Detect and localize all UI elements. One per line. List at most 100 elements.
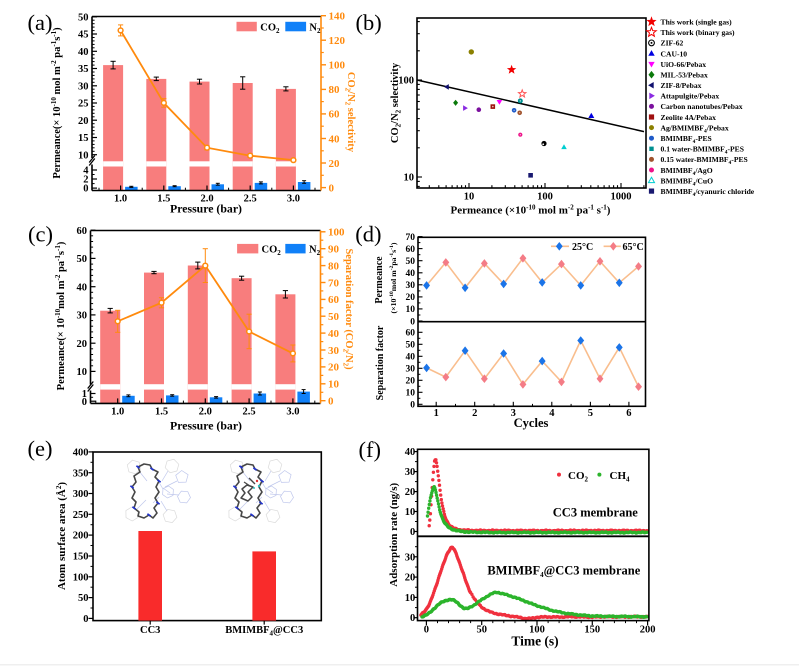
svg-text:Permeance: Permeance xyxy=(374,256,385,304)
svg-text:100: 100 xyxy=(537,192,553,203)
svg-text:150: 150 xyxy=(73,552,89,563)
svg-text:CC3 membrane: CC3 membrane xyxy=(553,506,639,520)
svg-text:100: 100 xyxy=(328,227,345,239)
svg-text:N2​: N2​ xyxy=(309,245,321,258)
svg-text:60: 60 xyxy=(406,329,416,339)
svg-text:3.0: 3.0 xyxy=(286,406,299,417)
svg-text:2: 2 xyxy=(472,408,477,419)
svg-text:0: 0 xyxy=(410,613,415,624)
svg-text:1.5: 1.5 xyxy=(155,406,168,417)
svg-text:60: 60 xyxy=(77,226,88,237)
svg-text:(b): (b) xyxy=(356,10,382,35)
svg-text:3: 3 xyxy=(511,408,516,419)
svg-text:40: 40 xyxy=(405,447,416,458)
svg-text:200: 200 xyxy=(73,531,89,542)
svg-text:0: 0 xyxy=(83,184,88,195)
svg-text:CH4​: CH4​ xyxy=(610,470,631,484)
svg-text:Separation factor: Separation factor xyxy=(375,325,386,400)
svg-text:5: 5 xyxy=(588,408,593,419)
svg-text:30: 30 xyxy=(405,467,416,478)
svg-text:Adsorption rate (ng/s): Adsorption rate (ng/s) xyxy=(388,483,400,587)
svg-text:30: 30 xyxy=(405,552,416,563)
svg-text:2.5: 2.5 xyxy=(244,194,257,205)
svg-text:50: 50 xyxy=(476,625,487,636)
svg-text:50: 50 xyxy=(328,311,340,323)
svg-text:ZIF-8/Pebax: ZIF-8/Pebax xyxy=(661,81,702,90)
svg-text:10: 10 xyxy=(405,507,416,518)
svg-text:200: 200 xyxy=(640,625,656,636)
svg-text:Carbon nanotubes/Pebax: Carbon nanotubes/Pebax xyxy=(661,102,743,111)
svg-text:25°C: 25°C xyxy=(572,242,593,253)
svg-text:0: 0 xyxy=(328,396,334,408)
svg-text:CO2​/N2​ selectivity: CO2​/N2​ selectivity xyxy=(343,72,356,153)
svg-text:Ag/BMIMBF4​/Pebax: Ag/BMIMBF4​/Pebax xyxy=(661,123,729,134)
svg-text:100: 100 xyxy=(529,625,545,636)
svg-text:80: 80 xyxy=(329,84,341,96)
svg-text:0.1 water-BMIMBF4​-PES: 0.1 water-BMIMBF4​-PES xyxy=(661,145,744,156)
svg-text:45: 45 xyxy=(78,30,89,41)
svg-text:10: 10 xyxy=(78,150,89,161)
svg-text:50: 50 xyxy=(78,593,89,604)
svg-text:BMIMBF4​@CC3 membrane: BMIMBF4​@CC3 membrane xyxy=(487,564,640,580)
svg-text:CAU-10: CAU-10 xyxy=(661,49,688,58)
svg-text:CO2​: CO2​ xyxy=(568,470,589,484)
svg-text:10: 10 xyxy=(406,389,416,399)
svg-text:300: 300 xyxy=(73,489,89,500)
svg-text:40: 40 xyxy=(328,328,340,340)
svg-text:Separation factor (CO2​/N2​): Separation factor (CO2​/N2​) xyxy=(341,248,354,370)
svg-text:25: 25 xyxy=(78,99,89,110)
svg-text:0: 0 xyxy=(82,397,87,408)
svg-text:0: 0 xyxy=(83,614,88,625)
svg-text:20: 20 xyxy=(78,116,89,127)
svg-text:60: 60 xyxy=(406,245,416,255)
svg-text:30: 30 xyxy=(78,81,89,92)
svg-text:BMIMBF4​/cyanuric chloride: BMIMBF4​/cyanuric chloride xyxy=(661,187,755,198)
svg-text:10: 10 xyxy=(464,192,475,203)
svg-text:350: 350 xyxy=(73,468,89,479)
svg-text:20: 20 xyxy=(405,487,416,498)
svg-text:10: 10 xyxy=(328,379,340,391)
svg-text:Pressure (bar): Pressure (bar) xyxy=(170,202,242,216)
svg-text:BMIMBF4​/CuO: BMIMBF4​/CuO xyxy=(661,176,714,187)
svg-text:1000: 1000 xyxy=(611,192,632,203)
svg-text:120: 120 xyxy=(329,35,346,47)
svg-text:4: 4 xyxy=(549,408,555,419)
svg-text:20: 20 xyxy=(406,293,416,303)
svg-text:90: 90 xyxy=(328,243,340,255)
svg-text:140: 140 xyxy=(329,10,346,22)
svg-text:BMIMBF4​/AgO: BMIMBF4​/AgO xyxy=(661,166,713,177)
svg-text:CO2​/N2​ selectivity: CO2​/N2​ selectivity xyxy=(390,62,403,143)
svg-text:Attapulgite/Pebax: Attapulgite/Pebax xyxy=(661,92,720,101)
svg-text:65°C: 65°C xyxy=(623,242,644,253)
svg-text:250: 250 xyxy=(73,510,89,521)
svg-text:Cycles: Cycles xyxy=(514,416,549,430)
svg-text:100: 100 xyxy=(398,76,414,87)
svg-text:N2​: N2​ xyxy=(309,23,321,36)
svg-text:BMIMBF4​-PES: BMIMBF4​-PES xyxy=(661,134,712,145)
svg-text:35: 35 xyxy=(78,64,89,75)
svg-text:(c): (c) xyxy=(28,221,53,246)
svg-text:10: 10 xyxy=(404,173,415,184)
svg-text:MIL-53/Pebax: MIL-53/Pebax xyxy=(661,70,708,79)
svg-text:30: 30 xyxy=(406,281,416,291)
svg-text:CO2​: CO2​ xyxy=(260,23,280,36)
svg-text:30: 30 xyxy=(328,345,340,357)
svg-text:60: 60 xyxy=(329,109,341,121)
svg-text:30: 30 xyxy=(406,365,416,375)
svg-text:1: 1 xyxy=(434,408,439,419)
svg-text:1.0: 1.0 xyxy=(114,194,127,205)
svg-text:0.15 water-BMIMBF4​-PES: 0.15 water-BMIMBF4​-PES xyxy=(661,155,748,166)
svg-text:UiO-66/Pebax: UiO-66/Pebax xyxy=(661,60,707,69)
svg-text:Pressure (bar): Pressure (bar) xyxy=(170,419,242,433)
svg-text:60: 60 xyxy=(328,294,340,306)
svg-text:2: 2 xyxy=(83,175,88,186)
svg-text:6: 6 xyxy=(626,408,631,419)
svg-text:3.0: 3.0 xyxy=(287,194,300,205)
svg-text:Zeolite 4A/Pebax: Zeolite 4A/Pebax xyxy=(661,113,717,122)
svg-text:(a): (a) xyxy=(28,10,53,35)
svg-text:CO2​: CO2​ xyxy=(262,245,282,258)
svg-text:40: 40 xyxy=(78,47,89,58)
svg-text:20: 20 xyxy=(329,158,341,170)
svg-text:Atom surface area (Å2​): Atom surface area (Å2​) xyxy=(55,482,68,590)
svg-text:30: 30 xyxy=(77,311,88,322)
